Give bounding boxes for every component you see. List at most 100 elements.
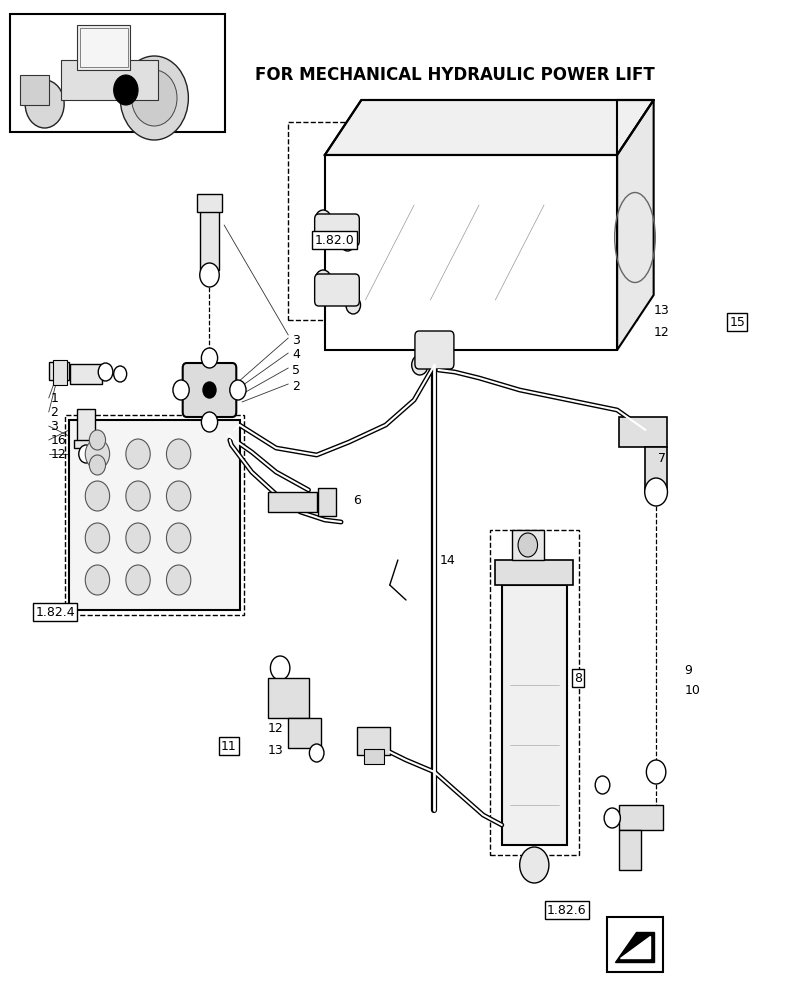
- Text: 15: 15: [728, 316, 744, 328]
- Text: 11: 11: [221, 740, 237, 752]
- Text: 1.82.0: 1.82.0: [315, 233, 354, 246]
- Text: 10: 10: [684, 684, 700, 696]
- Bar: [70, 364, 102, 384]
- Circle shape: [411, 355, 427, 375]
- Text: 14: 14: [440, 554, 455, 566]
- Polygon shape: [615, 932, 654, 962]
- Circle shape: [345, 296, 360, 314]
- Circle shape: [114, 75, 138, 105]
- Text: 13: 13: [653, 304, 668, 316]
- Text: 4: 4: [292, 349, 300, 361]
- Circle shape: [126, 481, 150, 511]
- Circle shape: [166, 439, 191, 469]
- Circle shape: [79, 445, 93, 463]
- Text: 1.82.4: 1.82.4: [36, 605, 75, 618]
- Bar: [501, 585, 566, 845]
- Circle shape: [85, 565, 109, 595]
- Bar: [69, 420, 239, 610]
- Bar: [324, 155, 616, 350]
- FancyBboxPatch shape: [414, 331, 453, 369]
- Circle shape: [315, 270, 331, 290]
- Circle shape: [340, 233, 354, 251]
- Bar: [318, 488, 336, 516]
- Circle shape: [89, 430, 105, 450]
- Text: 7: 7: [657, 452, 665, 464]
- Text: 8: 8: [573, 672, 581, 684]
- Text: 12: 12: [653, 326, 668, 338]
- Bar: [495, 560, 573, 585]
- Circle shape: [270, 656, 290, 680]
- Bar: [268, 492, 316, 512]
- Text: 9: 9: [684, 664, 692, 676]
- Circle shape: [646, 760, 665, 784]
- Bar: [200, 208, 219, 270]
- Circle shape: [173, 380, 189, 400]
- Text: 3: 3: [50, 420, 58, 432]
- Bar: [288, 122, 637, 320]
- Text: 3: 3: [292, 334, 300, 347]
- Circle shape: [85, 481, 109, 511]
- Text: 2: 2: [292, 379, 300, 392]
- Bar: [196, 194, 222, 212]
- Bar: [618, 805, 663, 830]
- Circle shape: [166, 481, 191, 511]
- Bar: [363, 749, 384, 764]
- Circle shape: [517, 533, 537, 557]
- Text: 12: 12: [50, 448, 66, 460]
- Text: 5: 5: [292, 363, 300, 376]
- Circle shape: [25, 80, 64, 128]
- Circle shape: [594, 776, 609, 794]
- Circle shape: [230, 380, 246, 400]
- Bar: [618, 830, 641, 870]
- Bar: [489, 530, 578, 855]
- Circle shape: [201, 348, 217, 368]
- Bar: [511, 530, 543, 560]
- Bar: [268, 678, 308, 718]
- Text: 1.82.6: 1.82.6: [547, 904, 586, 916]
- Bar: [607, 917, 662, 972]
- Bar: [74, 440, 98, 448]
- Circle shape: [603, 808, 620, 828]
- Bar: [61, 60, 158, 100]
- Bar: [618, 417, 667, 447]
- Polygon shape: [616, 100, 653, 350]
- Circle shape: [126, 523, 150, 553]
- Circle shape: [315, 210, 331, 230]
- FancyBboxPatch shape: [314, 274, 358, 306]
- Text: 6: 6: [353, 493, 361, 506]
- Circle shape: [166, 565, 191, 595]
- Bar: [77, 409, 95, 444]
- FancyBboxPatch shape: [182, 363, 236, 417]
- Circle shape: [120, 56, 188, 140]
- Circle shape: [126, 439, 150, 469]
- Circle shape: [114, 366, 127, 382]
- Text: 13: 13: [268, 744, 283, 756]
- Circle shape: [166, 523, 191, 553]
- Text: 1: 1: [50, 391, 58, 404]
- Bar: [49, 362, 69, 380]
- Circle shape: [644, 478, 667, 506]
- Circle shape: [98, 363, 113, 381]
- Circle shape: [131, 70, 177, 126]
- Bar: [20, 75, 49, 105]
- Polygon shape: [324, 100, 653, 155]
- Text: FOR MECHANICAL HYDRAULIC POWER LIFT: FOR MECHANICAL HYDRAULIC POWER LIFT: [255, 66, 654, 84]
- Bar: [644, 447, 667, 492]
- Circle shape: [126, 565, 150, 595]
- Bar: [65, 415, 243, 615]
- Circle shape: [89, 455, 105, 475]
- Circle shape: [203, 382, 216, 398]
- Circle shape: [519, 847, 548, 883]
- Bar: [77, 25, 130, 70]
- Bar: [79, 28, 128, 67]
- Circle shape: [309, 744, 324, 762]
- Circle shape: [200, 263, 219, 287]
- Bar: [10, 14, 225, 132]
- Polygon shape: [619, 936, 649, 958]
- Bar: [288, 718, 320, 748]
- Circle shape: [85, 439, 109, 469]
- Text: 16: 16: [50, 434, 66, 446]
- Bar: [53, 360, 67, 385]
- Bar: [357, 727, 389, 755]
- Text: 2: 2: [50, 406, 58, 418]
